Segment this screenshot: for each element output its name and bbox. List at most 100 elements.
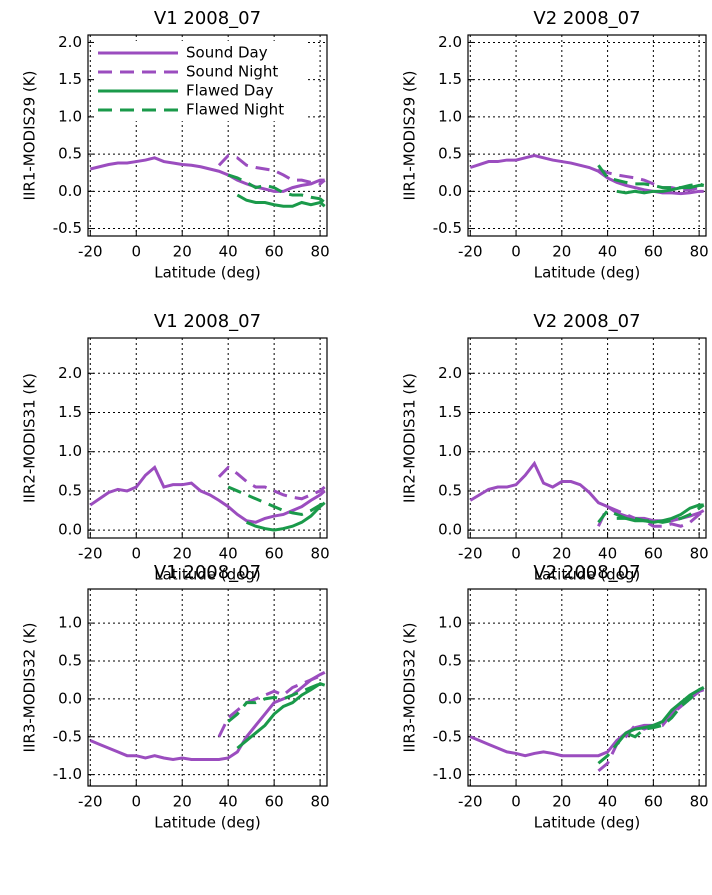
- series-line: [616, 503, 704, 524]
- y-axis-label: IIR1-MODIS29 (K): [21, 71, 39, 201]
- y-tick-label: 1.5: [438, 70, 462, 88]
- y-tick-label: 0.0: [438, 182, 462, 200]
- series-line: [89, 671, 326, 762]
- x-tick-label: 40: [219, 545, 238, 563]
- x-tick-label: 60: [644, 243, 663, 261]
- chart-title: V2 2008_07: [533, 8, 640, 29]
- y-tick-label: 2.0: [58, 364, 82, 382]
- y-tick-label: 0.0: [58, 182, 82, 200]
- x-tick-label: 20: [173, 545, 192, 563]
- y-tick-label: 2.0: [58, 33, 82, 51]
- y-tick-label: 0.0: [58, 689, 82, 707]
- y-tick-label: 0.5: [438, 145, 462, 163]
- x-tick-label: 20: [552, 545, 571, 563]
- y-tick-label: -0.5: [53, 219, 82, 237]
- legend-label: Sound Night: [186, 63, 278, 81]
- y-tick-label: 0.5: [58, 481, 82, 499]
- series-line: [615, 686, 705, 746]
- y-axis-label: IIR2-MODIS31 (K): [401, 373, 419, 503]
- y-tick-label: 1.0: [58, 614, 82, 632]
- x-tick-label: 80: [311, 545, 330, 563]
- x-tick-label: 0: [131, 545, 141, 563]
- x-tick-label: 40: [598, 243, 617, 261]
- chart-panel: -20 0 20 40 60 80 -0.5 0.0 0.5 1.0 1.5 2.0 V2 2008_0…: [401, 8, 709, 282]
- y-tick-label: 2.0: [438, 364, 462, 382]
- plot-frame: [87, 588, 328, 787]
- x-tick-label: 20: [173, 793, 192, 811]
- series-line: [469, 154, 704, 196]
- y-tick-label: 0.0: [438, 521, 462, 539]
- x-tick-label: 60: [644, 545, 663, 563]
- legend-label: Flawed Day: [186, 82, 274, 100]
- series-line: [597, 167, 704, 192]
- y-tick-label: -0.5: [53, 727, 82, 745]
- series-line: [217, 153, 326, 186]
- x-axis-label: Latitude (deg): [534, 566, 640, 584]
- x-axis-label: Latitude (deg): [154, 264, 260, 282]
- y-tick-label: 0.0: [438, 689, 462, 707]
- chart-title: V1 2008_07: [154, 8, 261, 29]
- x-tick-label: 80: [690, 243, 709, 261]
- y-tick-label: 0.5: [438, 481, 462, 499]
- chart-panel: -20 0 20 40 60 80 -0.5 0.0 0.5 1.0 1.5 2.0 V1 2008_0…: [21, 8, 330, 282]
- chart-panel: -20 0 20 40 60 80-1.0-0.50.00.51.0V1 2008_07L…: [21, 562, 330, 832]
- x-tick-label: -20: [78, 243, 103, 261]
- y-tick-label: 1.0: [438, 107, 462, 125]
- x-tick-label: 60: [265, 243, 284, 261]
- x-tick-label: 40: [219, 793, 238, 811]
- y-axis-label: IIR1-MODIS29 (K): [401, 71, 419, 201]
- x-tick-label: 80: [311, 793, 330, 811]
- chart-title: V2 2008_07: [533, 311, 640, 332]
- plot-frame: [467, 337, 707, 539]
- x-tick-label: 20: [552, 793, 571, 811]
- y-tick-label: 0.5: [438, 651, 462, 669]
- y-tick-label: 1.0: [438, 442, 462, 460]
- x-tick-label: 0: [131, 793, 141, 811]
- chart-panel: -20 0 20 40 60 800.00.51.01.52.0V2 2008_07Lat…: [401, 311, 709, 584]
- plot-frame: [87, 34, 328, 237]
- x-tick-label: -20: [78, 545, 103, 563]
- series-line: [227, 680, 326, 723]
- series-line: [217, 671, 326, 738]
- y-tick-label: -1.0: [433, 765, 462, 783]
- y-tick-label: -0.5: [433, 727, 462, 745]
- chart-panel: -20 0 20 40 60 800.00.51.01.52.0V1 2008_07Lat…: [21, 311, 330, 584]
- chart-title: V2 2008_07: [533, 562, 640, 583]
- y-axis-label: IIR2-MODIS31 (K): [21, 373, 39, 503]
- y-tick-label: 1.5: [58, 403, 82, 421]
- plot-frame: [467, 34, 707, 237]
- x-tick-label: 0: [511, 545, 521, 563]
- series-line: [89, 156, 325, 193]
- x-tick-label: 0: [131, 243, 141, 261]
- y-axis-label: IIR3-MODIS32 (K): [401, 623, 419, 753]
- x-axis-label: Latitude (deg): [534, 264, 640, 282]
- x-tick-label: 80: [690, 545, 709, 563]
- x-tick-label: -20: [458, 243, 483, 261]
- x-tick-label: -20: [458, 793, 483, 811]
- series-line: [597, 504, 705, 528]
- series-line: [597, 164, 705, 190]
- chart-panel: -20 0 20 40 60 80-1.0-0.50.00.51.0V2 2008_07L…: [401, 562, 709, 832]
- series-line: [469, 688, 705, 758]
- y-tick-label: 1.0: [58, 107, 82, 125]
- series-line: [245, 501, 326, 532]
- x-tick-label: 60: [644, 793, 663, 811]
- series-line: [227, 485, 326, 517]
- x-tick-label: 0: [511, 793, 521, 811]
- x-tick-label: 40: [598, 793, 617, 811]
- y-tick-label: 0.5: [58, 145, 82, 163]
- x-tick-label: 40: [598, 545, 617, 563]
- y-tick-label: 2.0: [438, 33, 462, 51]
- legend-label: Flawed Night: [186, 101, 284, 119]
- series-line: [597, 686, 705, 765]
- x-tick-label: 0: [511, 243, 521, 261]
- series-line: [597, 503, 705, 524]
- x-tick-label: 40: [219, 243, 238, 261]
- series-line: [89, 464, 326, 524]
- y-axis-label: IIR3-MODIS32 (K): [21, 623, 39, 753]
- series-line: [469, 460, 705, 523]
- y-tick-label: 1.5: [58, 70, 82, 88]
- y-tick-label: -0.5: [433, 219, 462, 237]
- x-tick-label: 20: [552, 243, 571, 261]
